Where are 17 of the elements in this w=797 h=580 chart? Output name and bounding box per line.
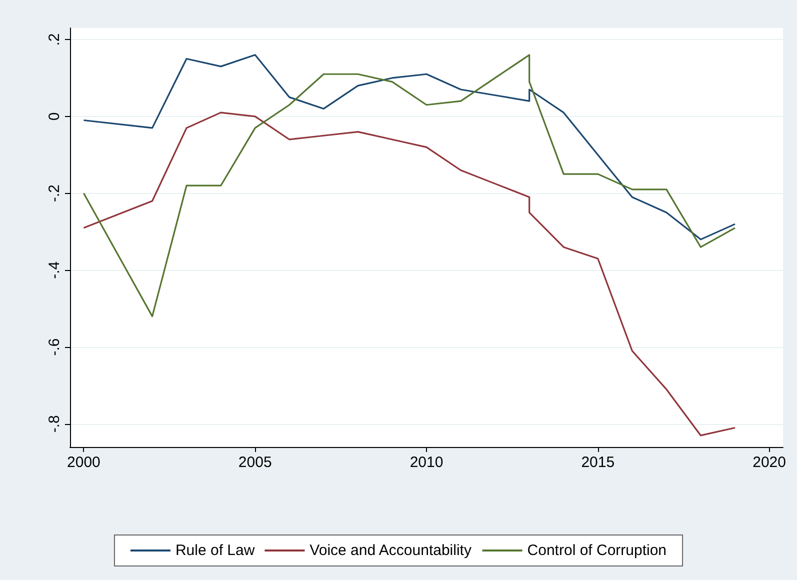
line-series xyxy=(82,112,736,436)
x-tick-label: 2005 xyxy=(238,454,272,471)
x-tick-label: 2010 xyxy=(410,454,444,471)
x-tick-label: 2015 xyxy=(581,454,615,471)
x-tick-label: 2000 xyxy=(67,454,100,471)
legend-label: Control of Corruption xyxy=(527,542,667,559)
y-tick-label: -.8 xyxy=(46,415,63,433)
y-tick-label: 0 xyxy=(46,112,63,121)
line-series xyxy=(82,54,736,240)
y-tick-label: -.4 xyxy=(46,261,63,279)
y-tick-label: -.2 xyxy=(46,184,63,202)
legend-label: Rule of Law xyxy=(175,542,255,559)
x-tick-label: 2020 xyxy=(752,454,786,471)
y-tick-label: .2 xyxy=(46,33,63,46)
line-series xyxy=(82,54,736,318)
y-tick-label: -.6 xyxy=(46,338,63,356)
legend-label: Voice and Accountability xyxy=(310,542,472,559)
